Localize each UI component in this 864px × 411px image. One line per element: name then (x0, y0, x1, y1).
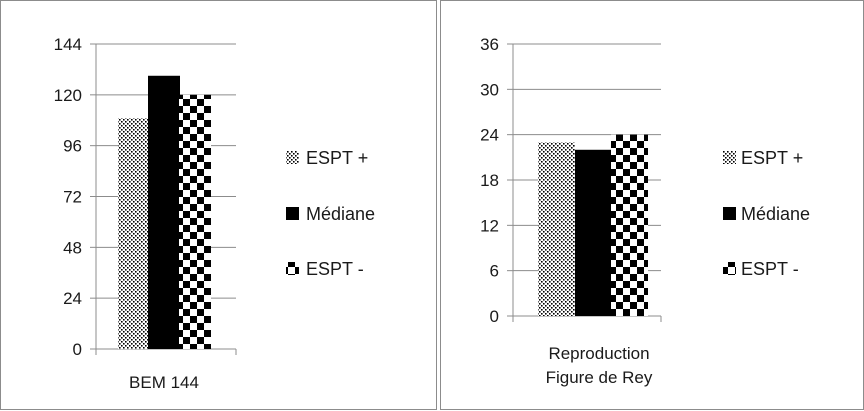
bar-espt-minus (179, 94, 211, 349)
x-category-label: BEM 144 (129, 373, 199, 392)
y-tick-label: 0 (490, 307, 499, 326)
y-tick-label: 144 (54, 35, 82, 54)
y-tick-label: 0 (73, 340, 82, 359)
y-tick-label: 12 (480, 216, 499, 235)
legend-label: ESPT + (306, 148, 368, 168)
bar-espt-minus (611, 134, 648, 316)
x-category-label: Reproduction (548, 344, 649, 363)
y-tick-label: 18 (480, 171, 499, 190)
y-tick-label: 36 (480, 35, 499, 54)
legend-swatch (723, 262, 736, 275)
x-category-label: Figure de Rey (546, 368, 653, 387)
legend-label: ESPT + (741, 148, 803, 168)
legend-label: ESPT - (306, 259, 364, 279)
legend-swatch (286, 151, 299, 164)
bar-espt-plus (118, 118, 150, 349)
legend-swatch (723, 207, 736, 220)
bar-espt-plus (538, 142, 575, 316)
chart-panel-figure-de-rey: 0 6 12 18 24 30 36 Reproduction Figure de Rey ESP… (440, 0, 864, 410)
y-tick-label: 24 (63, 289, 82, 308)
bar-mediane (148, 75, 180, 349)
y-tick-label: 6 (490, 262, 499, 281)
legend-swatch (723, 151, 736, 164)
legend-swatch (286, 262, 299, 275)
y-tick-label: 72 (63, 188, 82, 207)
chart-figure-de-rey: 0 6 12 18 24 30 36 Reproduction Figure de Rey ESP… (480, 35, 810, 387)
y-tick-label: 24 (480, 126, 499, 145)
legend-label: Médiane (306, 204, 375, 224)
y-tick-label: 30 (480, 80, 499, 99)
legend-swatch (286, 207, 299, 220)
bar-mediane (575, 149, 612, 316)
chart-bem144: 0 24 48 72 96 120 144 BEM 144 ESPT + Médiane ESPT … (54, 35, 375, 392)
y-tick-label: 120 (54, 86, 82, 105)
chart-panel-bem144: 0 24 48 72 96 120 144 BEM 144 ESPT + Médiane ESPT … (0, 0, 437, 410)
y-tick-label: 48 (63, 238, 82, 257)
legend-label: Médiane (741, 204, 810, 224)
y-tick-label: 96 (63, 137, 82, 156)
legend-label: ESPT - (741, 259, 799, 279)
